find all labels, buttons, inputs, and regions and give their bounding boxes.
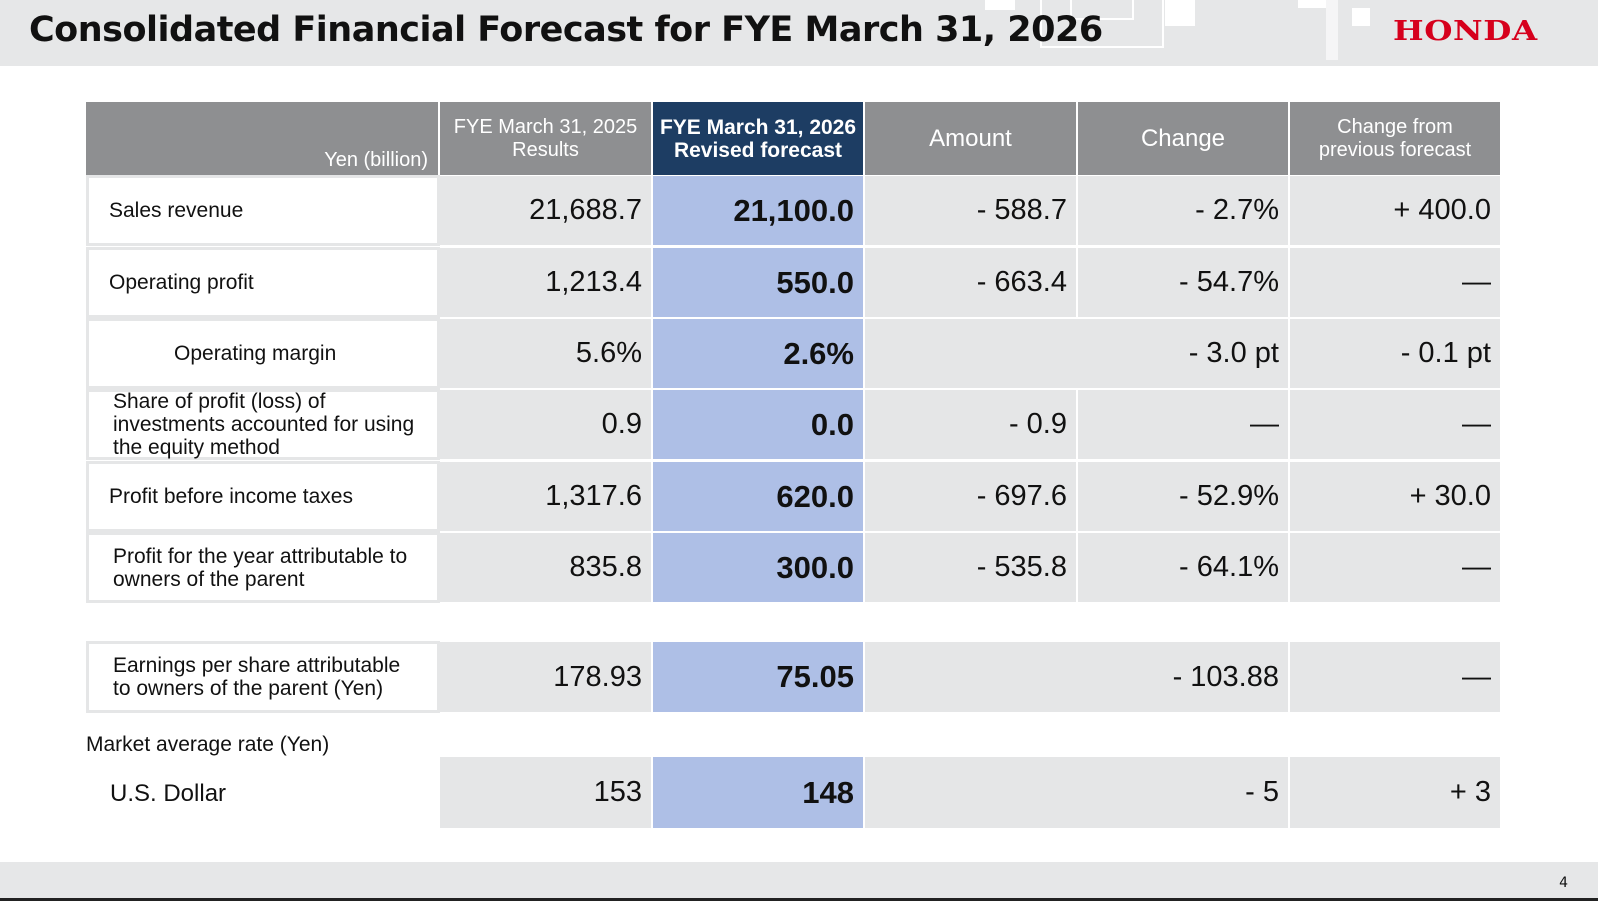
page-title: Consolidated Financial Forecast for FYE … xyxy=(29,10,1103,50)
cell-prev-forecast: — xyxy=(1290,248,1500,317)
cell-results: 5.6% xyxy=(440,319,651,388)
cell-forecast: 550.0 xyxy=(653,248,863,317)
row-label-sales-revenue: Sales revenue xyxy=(86,175,440,246)
cell-forecast: 21,100.0 xyxy=(653,176,863,245)
cell-forecast: 148 xyxy=(653,757,863,828)
cell-results: 0.9 xyxy=(440,390,651,459)
market-rate-title: Market average rate (Yen) xyxy=(86,733,330,756)
row-label-eps: Earnings per share attributable to owner… xyxy=(86,641,440,713)
cell-prev-forecast: + 3 xyxy=(1290,757,1500,828)
cell-results: 1,317.6 xyxy=(440,462,651,531)
cell-change: — xyxy=(1078,390,1288,459)
cell-change: - 2.7% xyxy=(1078,176,1288,245)
column-header-forecast: FYE March 31, 2026 Revised forecast xyxy=(653,102,863,175)
cell-prev-forecast: - 0.1 pt xyxy=(1290,319,1500,388)
row-label-operating-margin: Operating margin xyxy=(86,318,440,389)
cell-results: 153 xyxy=(440,757,651,828)
column-header-prev-forecast: Change from previous forecast xyxy=(1290,102,1500,175)
cell-results: 835.8 xyxy=(440,533,651,602)
cell-forecast: 75.05 xyxy=(653,642,863,712)
cell-change: - 5 xyxy=(865,757,1288,828)
page-number: 4 xyxy=(1559,875,1568,891)
cell-amount: - 588.7 xyxy=(865,176,1076,245)
cell-change: - 52.9% xyxy=(1078,462,1288,531)
cell-change: - 3.0 pt xyxy=(865,319,1288,388)
cell-results: 1,213.4 xyxy=(440,248,651,317)
row-label-profit-before-taxes: Profit before income taxes xyxy=(86,461,440,532)
footer-divider xyxy=(0,898,1598,901)
column-header-results: FYE March 31, 2025 Results xyxy=(440,102,651,175)
cell-prev-forecast: — xyxy=(1290,390,1500,459)
unit-label: Yen (billion) xyxy=(324,149,428,171)
cell-change: - 103.88 xyxy=(865,642,1288,712)
cell-forecast: 0.0 xyxy=(653,390,863,459)
cell-prev-forecast: + 30.0 xyxy=(1290,462,1500,531)
row-label-operating-profit: Operating profit xyxy=(86,247,440,318)
cell-prev-forecast: + 400.0 xyxy=(1290,176,1500,245)
row-label-share-of-profit: Share of profit (loss) of investments ac… xyxy=(86,389,440,460)
honda-logo: HONDA xyxy=(1393,16,1538,47)
cell-amount: - 663.4 xyxy=(865,248,1076,317)
row-label-profit-attributable: Profit for the year attributable to owne… xyxy=(86,532,440,603)
cell-amount: - 0.9 xyxy=(865,390,1076,459)
cell-forecast: 300.0 xyxy=(653,533,863,602)
cell-prev-forecast: — xyxy=(1290,642,1500,712)
cell-results: 178.93 xyxy=(440,642,651,712)
cell-amount: - 697.6 xyxy=(865,462,1076,531)
cell-prev-forecast: — xyxy=(1290,533,1500,602)
column-header-amount: Amount xyxy=(865,102,1076,175)
row-label-us-dollar: U.S. Dollar xyxy=(110,780,227,807)
cell-change: - 64.1% xyxy=(1078,533,1288,602)
footer-band xyxy=(0,862,1598,898)
column-header-change: Change xyxy=(1078,102,1288,175)
cell-change: - 54.7% xyxy=(1078,248,1288,317)
cell-forecast: 620.0 xyxy=(653,462,863,531)
cell-forecast: 2.6% xyxy=(653,319,863,388)
unit-header: Yen (billion) xyxy=(86,102,438,175)
cell-results: 21,688.7 xyxy=(440,176,651,245)
header-band: Consolidated Financial Forecast for FYE … xyxy=(0,0,1598,66)
cell-amount: - 535.8 xyxy=(865,533,1076,602)
